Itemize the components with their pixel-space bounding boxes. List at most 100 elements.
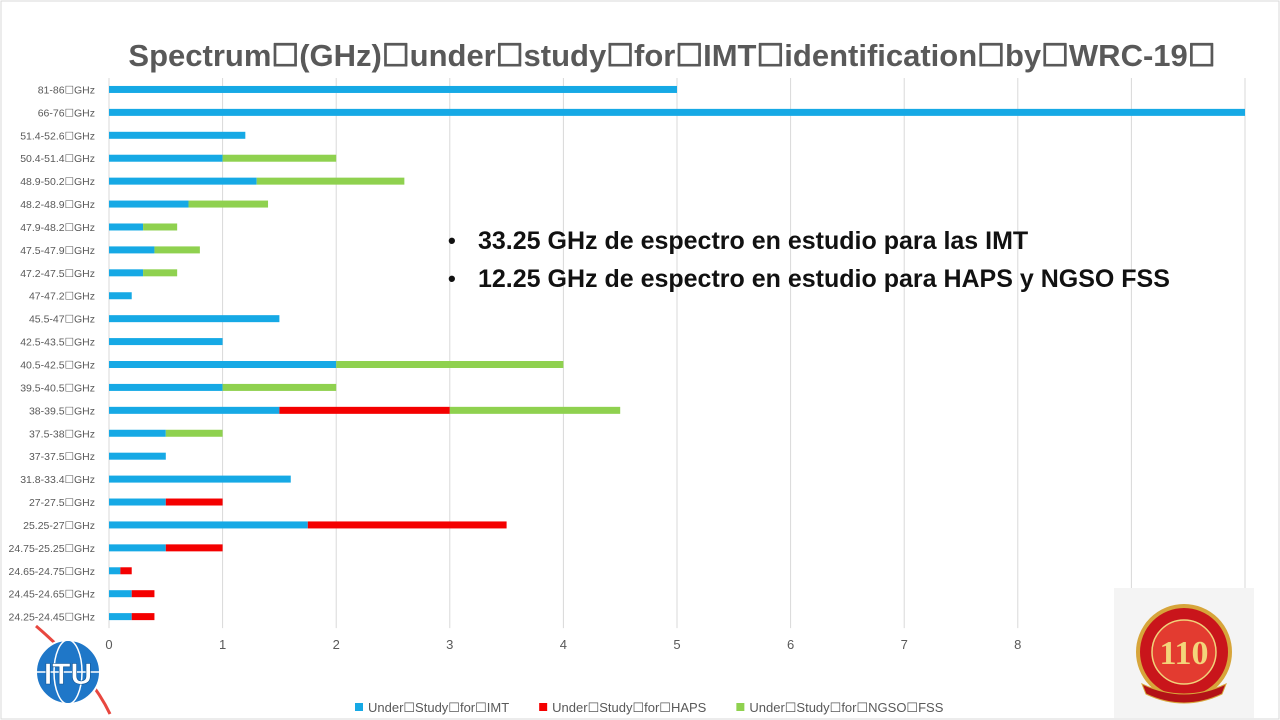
x-tick-label: 4 (560, 637, 567, 652)
category-label: 24.75-25.25☐GHz (9, 543, 95, 555)
bar-segment (109, 85, 677, 93)
gridlines (108, 78, 1246, 629)
legend-label: Under☐Study☐for☐IMT (368, 700, 509, 715)
bar-segment (109, 613, 132, 621)
summary-bullets: • 33.25 GHz de espectro en estudio para … (448, 222, 1170, 298)
bar-segment (336, 361, 564, 368)
category-label: 24.45-24.65☐GHz (9, 589, 95, 601)
bar-segment (109, 246, 155, 254)
category-label: 31.8-33.4☐GHz (20, 474, 95, 486)
legend-swatch (736, 703, 745, 711)
category-label: 66-76☐GHz (38, 107, 95, 119)
x-tick-label: 5 (673, 637, 680, 652)
chart-title: Spectrum☐(GHz)☐under☐study☐for☐IMT☐ident… (128, 38, 1215, 73)
bar-segment (109, 177, 257, 185)
seal-banner (1141, 682, 1227, 704)
category-label: 24.65-24.75☐GHz (9, 566, 95, 578)
bar-segment (109, 338, 223, 346)
bullet-dot-icon: • (448, 266, 456, 291)
bar-segment (109, 521, 308, 529)
bar-segment (109, 223, 144, 231)
bar-segment (143, 223, 178, 231)
bullet-text-imt: 33.25 GHz de espectro en estudio para la… (478, 226, 1029, 255)
x-tick-label: 2 (333, 637, 340, 652)
bar-segment (109, 383, 223, 391)
legend-label: Under☐Study☐for☐HAPS (552, 700, 707, 715)
bar-segment (109, 131, 246, 139)
bar-segment (222, 154, 337, 162)
bar-segment (109, 315, 280, 323)
category-labels: 81-86☐GHz 66-76☐GHz 51.4-52.6☐GHz 50.4-51.4… (9, 84, 95, 623)
bar-segment (109, 429, 166, 437)
bullet-text-haps: 12.25 GHz de espectro en estudio para HA… (478, 264, 1170, 293)
bar-segment (109, 154, 223, 162)
category-label: 24.25-24.45☐GHz (9, 612, 95, 624)
x-tick-labels: 0 1 2 3 4 5 6 7 8 (105, 637, 1021, 652)
bar-segment (109, 567, 121, 575)
bullet-item: • 12.25 GHz de espectro en estudio para … (448, 260, 1170, 298)
bars (109, 85, 1245, 621)
itu-logo: ITU (35, 624, 112, 715)
category-label: 81-86☐GHz (38, 84, 95, 96)
category-label: 51.4-52.6☐GHz (20, 130, 95, 142)
bar-segment (131, 613, 155, 621)
bar-segment (109, 475, 291, 483)
bar-segment (109, 498, 166, 506)
bar-segment (109, 200, 189, 208)
bar-segment (109, 544, 166, 552)
bar-segment (165, 544, 223, 552)
bullet-item: • 33.25 GHz de espectro en estudio para … (448, 222, 1170, 260)
bar-segment (307, 521, 507, 529)
category-label: 39.5-40.5☐GHz (20, 382, 95, 394)
category-label: 47.5-47.9☐GHz (20, 245, 95, 257)
category-label: 25.25-27☐GHz (23, 520, 95, 532)
bar-segment (188, 200, 269, 208)
category-label: 37.5-38☐GHz (29, 428, 95, 440)
bar-segment (109, 590, 132, 598)
legend-swatch (355, 703, 363, 711)
category-label: 42.5-43.5☐GHz (20, 337, 95, 349)
bar-segment (165, 429, 223, 437)
anniversary-seal-logo: 110 (1114, 588, 1254, 718)
seal-number: 110 (1159, 635, 1208, 672)
bar-segment (109, 361, 337, 368)
bullet-dot-icon: • (448, 228, 456, 253)
category-label: 48.2-48.9☐GHz (20, 199, 95, 211)
category-label: 50.4-51.4☐GHz (20, 153, 95, 165)
bar-segment (165, 498, 223, 506)
category-label: 48.9-50.2☐GHz (20, 176, 95, 188)
x-tick-label: 0 (105, 637, 112, 652)
bar-segment (109, 292, 132, 300)
bar-segment (120, 567, 132, 575)
legend-swatch (539, 703, 548, 711)
category-label: 38-39.5☐GHz (29, 405, 95, 417)
x-tick-label: 8 (1014, 637, 1021, 652)
bar-segment (109, 108, 1245, 116)
category-label: 47-47.2☐GHz (29, 291, 95, 303)
x-tick-label: 3 (446, 637, 453, 652)
bar-segment (256, 177, 405, 185)
itu-logo-text: ITU (44, 658, 92, 691)
category-label: 47.9-48.2☐GHz (20, 222, 95, 234)
bar-segment (109, 452, 166, 460)
legend: Under☐Study☐for☐IMT Under☐Study☐for☐HAPS U… (355, 700, 944, 715)
bar-segment (279, 406, 450, 414)
category-label: 47.2-47.5☐GHz (20, 268, 95, 280)
category-label: 40.5-42.5☐GHz (20, 360, 95, 372)
bar-segment (449, 406, 621, 414)
bar-segment (109, 269, 144, 277)
category-label: 27-27.5☐GHz (29, 497, 95, 509)
bar-segment (131, 590, 155, 598)
x-tick-label: 7 (901, 637, 908, 652)
legend-label: Under☐Study☐for☐NGSO☐FSS (749, 700, 943, 715)
bar-segment (109, 406, 280, 414)
x-tick-label: 1 (219, 637, 226, 652)
bar-segment (143, 269, 178, 277)
x-tick-label: 6 (787, 637, 794, 652)
category-label: 45.5-47☐GHz (29, 314, 95, 326)
category-label: 37-37.5☐GHz (29, 451, 95, 463)
bar-segment (222, 383, 337, 391)
